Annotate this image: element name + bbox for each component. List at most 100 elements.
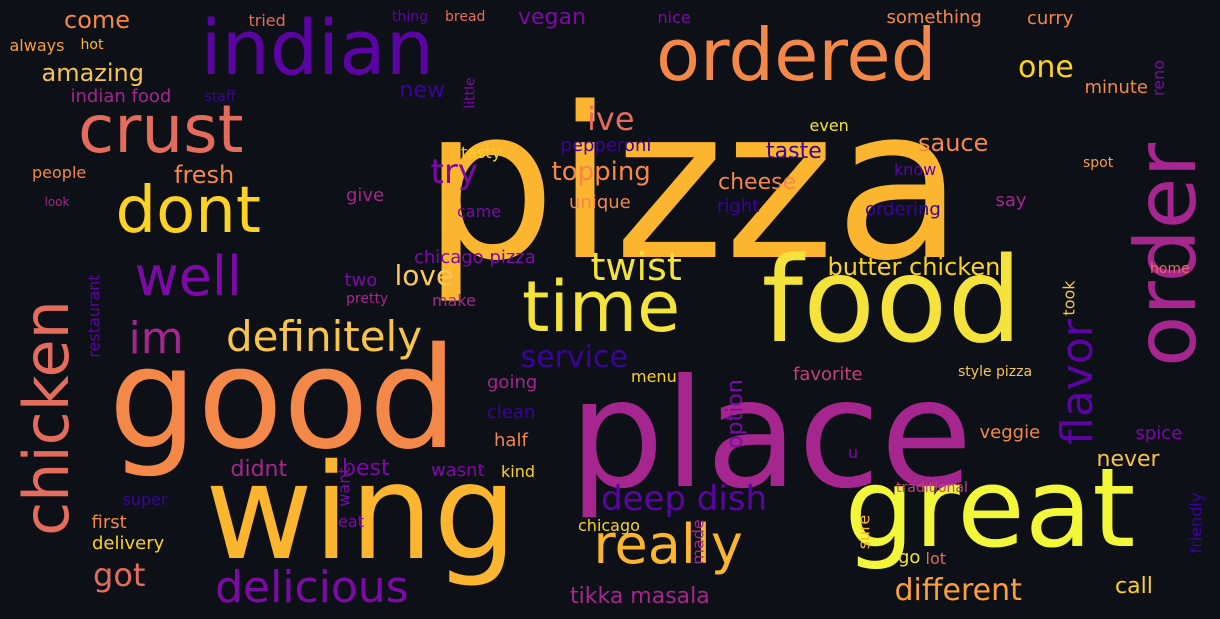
cloud-word: flavor (1051, 319, 1103, 445)
cloud-word: say (995, 190, 1027, 211)
cloud-word: chicken (9, 300, 83, 536)
cloud-word: first (91, 512, 127, 533)
cloud-word: option (722, 379, 748, 449)
cloud-word: made (688, 519, 708, 565)
cloud-word: pepperoni (560, 135, 652, 156)
cloud-word: indian (200, 3, 434, 92)
cloud-word: great (844, 444, 1136, 572)
cloud-word: people (32, 163, 87, 182)
cloud-word: butter chicken (827, 253, 1001, 281)
cloud-word: nice (657, 8, 691, 27)
cloud-word: look (44, 195, 70, 209)
cloud-word: curry (1027, 8, 1074, 29)
cloud-word: traditional (896, 480, 968, 496)
cloud-word: tikka masala (570, 584, 710, 609)
cloud-word: taste (766, 139, 822, 164)
cloud-word: im (128, 313, 184, 364)
cloud-word: minute (1084, 77, 1148, 98)
cloud-word: different (894, 573, 1022, 608)
cloud-word: dont (115, 174, 261, 248)
cloud-word: style pizza (958, 364, 1033, 380)
cloud-word: spice (1135, 423, 1183, 444)
cloud-word: new (399, 78, 445, 103)
cloud-word: thing (392, 9, 429, 25)
cloud-word: give (346, 185, 385, 206)
cloud-word: delicious (215, 562, 409, 613)
cloud-word: veggie (979, 422, 1041, 443)
cloud-word: really (593, 513, 743, 576)
cloud-word: home (1150, 261, 1190, 277)
cloud-word: something (886, 7, 982, 28)
cloud-word: service (520, 340, 628, 375)
cloud-word: topping (551, 157, 651, 187)
cloud-word: order (1117, 143, 1215, 367)
cloud-word: chicago pizza (414, 247, 536, 268)
cloud-word: delivery (92, 533, 165, 554)
cloud-word: indian food (70, 86, 172, 107)
cloud-word: chicago (578, 516, 640, 535)
cloud-word: well (134, 245, 242, 308)
cloud-word: took (1059, 280, 1079, 316)
cloud-word: always (9, 36, 65, 55)
cloud-word: even (809, 116, 849, 135)
cloud-word: eat (338, 512, 364, 531)
cloud-word: call (1115, 574, 1153, 599)
cloud-word: tasty (461, 143, 502, 162)
cloud-word: super (122, 490, 168, 509)
cloud-word: wing (205, 436, 518, 590)
cloud-word: twist (590, 245, 682, 289)
cloud-word: sauce (918, 129, 989, 157)
cloud-word: ordered (656, 13, 937, 97)
cloud-word: reno (1149, 60, 1168, 96)
cloud-word: try (430, 152, 478, 192)
cloud-word: pretty (346, 291, 389, 307)
cloud-word: half (494, 430, 528, 451)
cloud-word: time (522, 266, 681, 348)
cloud-word: want (334, 467, 354, 507)
cloud-word: never (1096, 447, 1160, 472)
cloud-word: menu (631, 367, 677, 386)
cloud-word: love (394, 259, 454, 292)
cloud-word: got (93, 556, 146, 594)
cloud-word: right (717, 196, 760, 217)
cloud-word: ordering (865, 199, 941, 220)
cloud-word: one (1018, 50, 1074, 85)
cloud-word: pizza (422, 62, 964, 307)
cloud-word: came (457, 202, 502, 221)
cloud-word: wasnt (431, 460, 485, 481)
cloud-word: u (848, 443, 859, 462)
cloud-word: two (344, 270, 378, 291)
cloud-word: hot (80, 37, 104, 53)
cloud-word: staff (204, 89, 236, 105)
cloud-word: crust (78, 91, 244, 168)
cloud-word: tried (248, 11, 286, 30)
cloud-word: best (342, 456, 390, 481)
cloud-word: food (761, 231, 1023, 369)
cloud-word: unique (569, 192, 631, 213)
cloud-word: come (64, 6, 131, 34)
cloud-word: good (108, 318, 458, 481)
cloud-word: vegan (518, 5, 586, 30)
cloud-word: going (487, 372, 538, 393)
cloud-word: deep dish (601, 479, 768, 519)
cloud-word: bread (445, 9, 486, 25)
cloud-word: restaurant (84, 274, 104, 358)
cloud-word: sure (853, 514, 873, 550)
cloud-word: kind (501, 462, 536, 481)
cloud-word: friendly (1185, 492, 1205, 554)
cloud-word: fresh (174, 161, 235, 189)
cloud-word: know (894, 160, 937, 179)
cloud-word: lot (925, 549, 947, 568)
cloud-word: definitely (226, 312, 423, 361)
cloud-word: ive (587, 100, 635, 138)
cloud-word: favorite (793, 364, 863, 385)
cloud-word: cheese (718, 170, 797, 195)
cloud-word: place (569, 348, 973, 522)
cloud-word: didnt (230, 457, 288, 482)
cloud-word: spot (1083, 155, 1114, 171)
cloud-word: go (898, 547, 921, 568)
cloud-word: clean (487, 402, 536, 423)
cloud-word: amazing (41, 59, 145, 87)
cloud-word: little (462, 77, 479, 109)
